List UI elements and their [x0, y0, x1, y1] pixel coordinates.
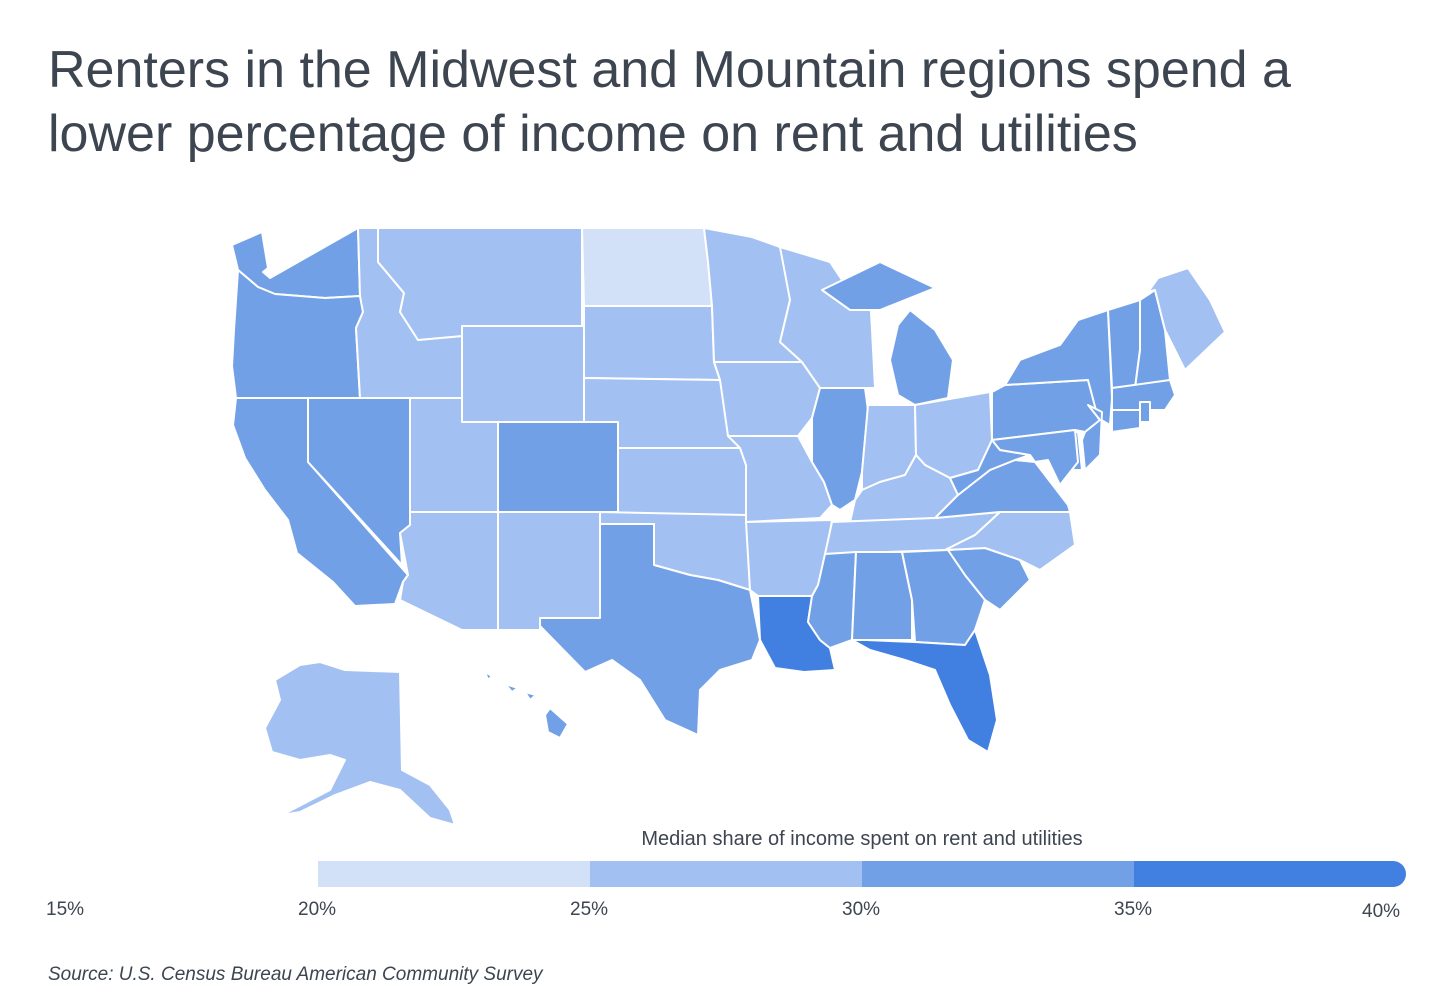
- legend-bin-20-25: [318, 861, 590, 887]
- legend-tick-label: 15%: [46, 899, 85, 920]
- state-az: [399, 511, 499, 631]
- state-nm: [497, 511, 601, 631]
- state-ks: [617, 447, 747, 516]
- state-wy: [461, 325, 585, 423]
- state-ct: [1111, 409, 1141, 433]
- state-fl: [851, 629, 998, 753]
- state-nc: [944, 511, 1076, 571]
- legend-bin-30-35: [862, 861, 1134, 887]
- state-co: [497, 421, 619, 513]
- state-hi: [484, 671, 569, 739]
- legend-bin-35-40: [1134, 861, 1406, 887]
- legend-tick-label: 35%: [1114, 899, 1153, 920]
- state-ri: [1139, 401, 1151, 423]
- source-note: Source: U.S. Census Bureau American Comm…: [48, 964, 543, 985]
- state-nj: [1081, 404, 1103, 471]
- state-mi: [821, 261, 954, 406]
- state-ak: [264, 661, 456, 826]
- state-me: [1147, 267, 1226, 371]
- state-il: [811, 387, 869, 511]
- legend-title: Median share of income spent on rent and…: [641, 828, 1083, 850]
- state-al: [851, 551, 913, 641]
- state-nd: [581, 227, 713, 307]
- state-pa: [991, 379, 1101, 441]
- legend-tick-label: 25%: [570, 899, 609, 920]
- state-ia: [713, 361, 821, 437]
- state-sd: [583, 305, 721, 381]
- state-vt: [1107, 299, 1141, 389]
- chart-title: Renters in the Midwest and Mountain regi…: [48, 41, 1291, 163]
- legend-tick-label: 30%: [842, 899, 881, 920]
- legend-tick-label: 20%: [298, 899, 337, 920]
- legend-bin-25-30: [590, 861, 862, 887]
- legend-color-bar: [318, 861, 1406, 887]
- state-wi: [779, 246, 876, 389]
- us-choropleth-map: [231, 227, 1226, 826]
- legend-tick-label: 40%: [1362, 901, 1401, 922]
- state-tx: [539, 523, 761, 736]
- state-ma: [1111, 379, 1176, 411]
- state-md: [991, 429, 1079, 486]
- state-mo: [727, 435, 833, 523]
- state-mt: [377, 227, 583, 341]
